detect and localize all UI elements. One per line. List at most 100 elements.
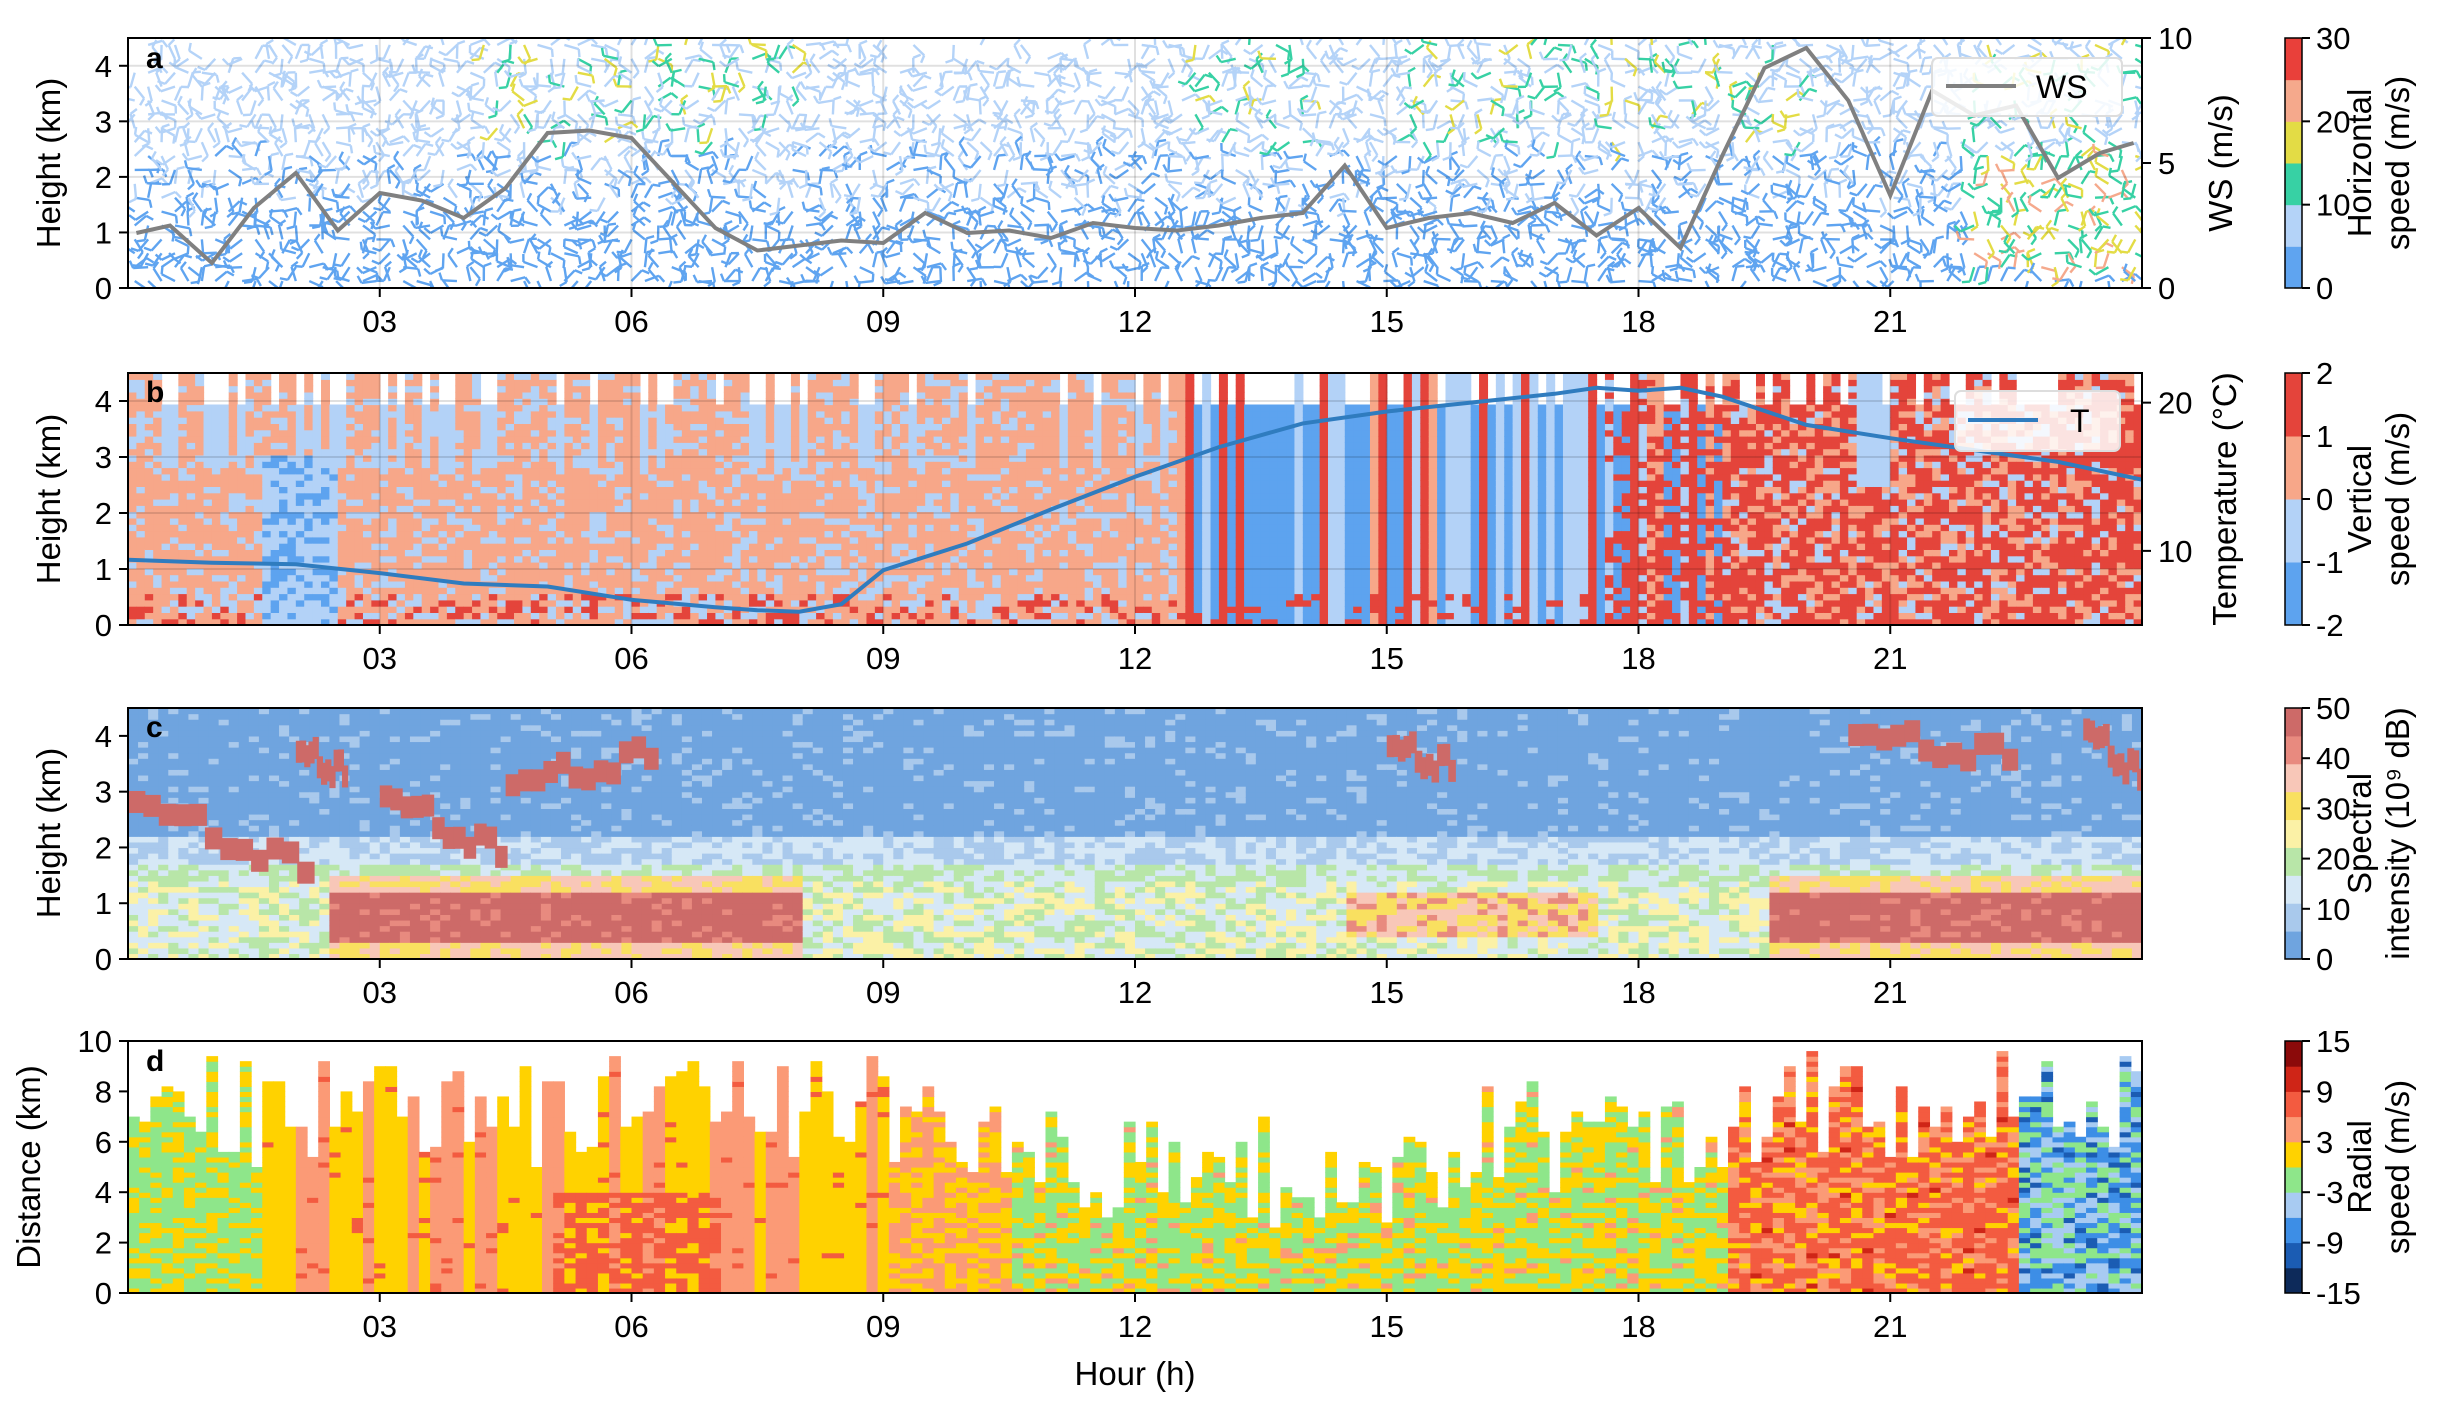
- wind-barb: [1544, 224, 1551, 233]
- wind-barb: [1383, 118, 1387, 127]
- wind-barb: [1865, 86, 1869, 102]
- wind-barb: [647, 268, 660, 282]
- wind-barb: [1185, 153, 1192, 162]
- wind-barb: [1772, 138, 1788, 144]
- wind-barb: [1856, 58, 1868, 71]
- wind-barb: [1650, 265, 1655, 275]
- wind-barb: [969, 266, 979, 271]
- wind-barb: [281, 248, 297, 255]
- wind-barb: [1474, 127, 1483, 135]
- wind-barb: [2003, 234, 2009, 243]
- wind-barb: [1598, 221, 1614, 227]
- wind-barb: [1571, 82, 1587, 88]
- wind-barb: [418, 228, 431, 241]
- wind-barb: [1127, 198, 1138, 213]
- wind-barb: [1081, 66, 1088, 75]
- wind-barb: [958, 136, 966, 144]
- wind-barb: [538, 238, 552, 250]
- wind-barb: [1250, 238, 1259, 242]
- wind-barb: [694, 150, 703, 155]
- wind-barb: [1248, 98, 1253, 107]
- wind-barb: [871, 67, 881, 73]
- wind-barb: [1409, 99, 1426, 106]
- wind-barb: [1407, 280, 1416, 288]
- wind-barb: [1865, 154, 1870, 171]
- wind-barb: [271, 56, 278, 65]
- wind-barb: [1825, 99, 1841, 108]
- wind-barb: [1830, 167, 1840, 171]
- wind-barb: [1556, 113, 1565, 129]
- wind-barb: [1575, 150, 1582, 159]
- wind-barb: [1249, 43, 1264, 55]
- wind-barb: [1539, 260, 1549, 266]
- wind-barb: [786, 38, 795, 46]
- wind-barb: [173, 168, 179, 184]
- wind-barb: [151, 252, 163, 267]
- wind-barb: [1287, 167, 1303, 172]
- wind-barb: [1154, 250, 1159, 260]
- wind-barb: [1355, 155, 1365, 171]
- wind-barb: [1025, 150, 1032, 159]
- wind-barb: [1734, 85, 1747, 99]
- wind-barb: [1604, 100, 1613, 106]
- wind-barb: [1127, 107, 1136, 116]
- wind-barb: [1866, 85, 1881, 94]
- wind-barb: [1671, 141, 1680, 149]
- wind-barb: [1192, 186, 1201, 193]
- wind-barb: [1500, 94, 1505, 104]
- wind-barb: [1853, 97, 1869, 102]
- wind-barb: [1968, 266, 1976, 282]
- wind-barb: [1685, 26, 1690, 32]
- wind-barb: [1399, 55, 1408, 60]
- wind-barb: [1786, 258, 1801, 269]
- wind-barb: [982, 98, 990, 107]
- wind-barb: [559, 280, 568, 288]
- wind-barb: [322, 91, 336, 102]
- wind-barb: [154, 84, 162, 93]
- wind-barb: [1729, 80, 1738, 87]
- wind-barb: [643, 85, 655, 100]
- wind-barb: [519, 182, 526, 199]
- wind-barb: [322, 223, 327, 232]
- wind-barb: [1357, 280, 1366, 284]
- wind-barb: [1081, 207, 1087, 217]
- wind-barb: [143, 246, 152, 252]
- wind-barb: [2013, 268, 2026, 282]
- wind-barb: [1121, 86, 1130, 101]
- wind-barb: [1771, 43, 1787, 50]
- wind-barb: [1698, 266, 1707, 274]
- wind-barb: [1328, 253, 1334, 269]
- wind-barb: [1800, 141, 1814, 153]
- wind-barb: [1961, 145, 1975, 157]
- wind-barb: [1478, 234, 1487, 240]
- wind-barb: [652, 183, 661, 188]
- wind-barb: [926, 210, 942, 219]
- wind-barb: [1341, 280, 1345, 288]
- wind-barb: [556, 114, 566, 120]
- wind-barb: [1618, 225, 1627, 232]
- wind-barb: [197, 65, 206, 71]
- wind-barb: [1530, 257, 1534, 266]
- wind-barb: [466, 260, 475, 268]
- wind-barb: [1786, 235, 1793, 244]
- wind-barb: [727, 155, 736, 159]
- wind-barb: [885, 252, 901, 259]
- wind-barb: [340, 252, 351, 267]
- wind-barb: [1783, 79, 1788, 88]
- wind-barb: [496, 38, 512, 47]
- wind-barb: [147, 280, 158, 288]
- wind-barb: [200, 85, 204, 101]
- wind-barb: [1655, 238, 1667, 253]
- wind-barb: [1825, 102, 1838, 116]
- wind-barb: [357, 217, 366, 223]
- wind-barb: [712, 151, 719, 160]
- wind-barb: [1597, 43, 1613, 52]
- wind-barb: [1852, 106, 1860, 114]
- wind-barb: [129, 108, 138, 115]
- wind-barb: [283, 30, 284, 38]
- wind-barb: [2000, 154, 2015, 165]
- wind-barb: [477, 193, 483, 202]
- wind-barb: [920, 102, 929, 110]
- wind-barb: [1214, 83, 1221, 92]
- wind-barb: [923, 74, 932, 80]
